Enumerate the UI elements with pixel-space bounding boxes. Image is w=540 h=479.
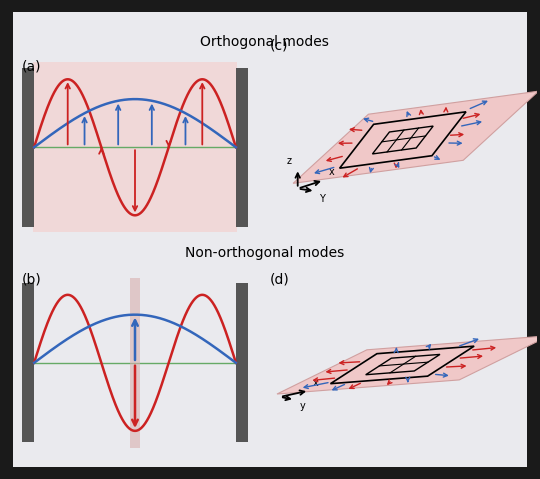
Polygon shape (293, 91, 538, 183)
Bar (22, 68, 34, 227)
Text: y: y (300, 401, 306, 411)
Text: z: z (287, 156, 292, 166)
Text: Y: Y (319, 194, 325, 204)
Text: (d): (d) (270, 272, 290, 286)
Bar (130, 278, 140, 448)
Text: (a): (a) (22, 60, 41, 74)
Polygon shape (277, 336, 540, 394)
Bar (22, 284, 34, 442)
Text: x: x (329, 168, 334, 177)
Text: x: x (313, 378, 319, 388)
Bar (236, 68, 248, 227)
Text: Orthogonal modes: Orthogonal modes (200, 35, 329, 49)
Text: (c): (c) (270, 38, 288, 52)
Bar (236, 284, 248, 442)
Text: Non-orthogonal modes: Non-orthogonal modes (185, 246, 344, 260)
Text: (b): (b) (22, 272, 42, 286)
